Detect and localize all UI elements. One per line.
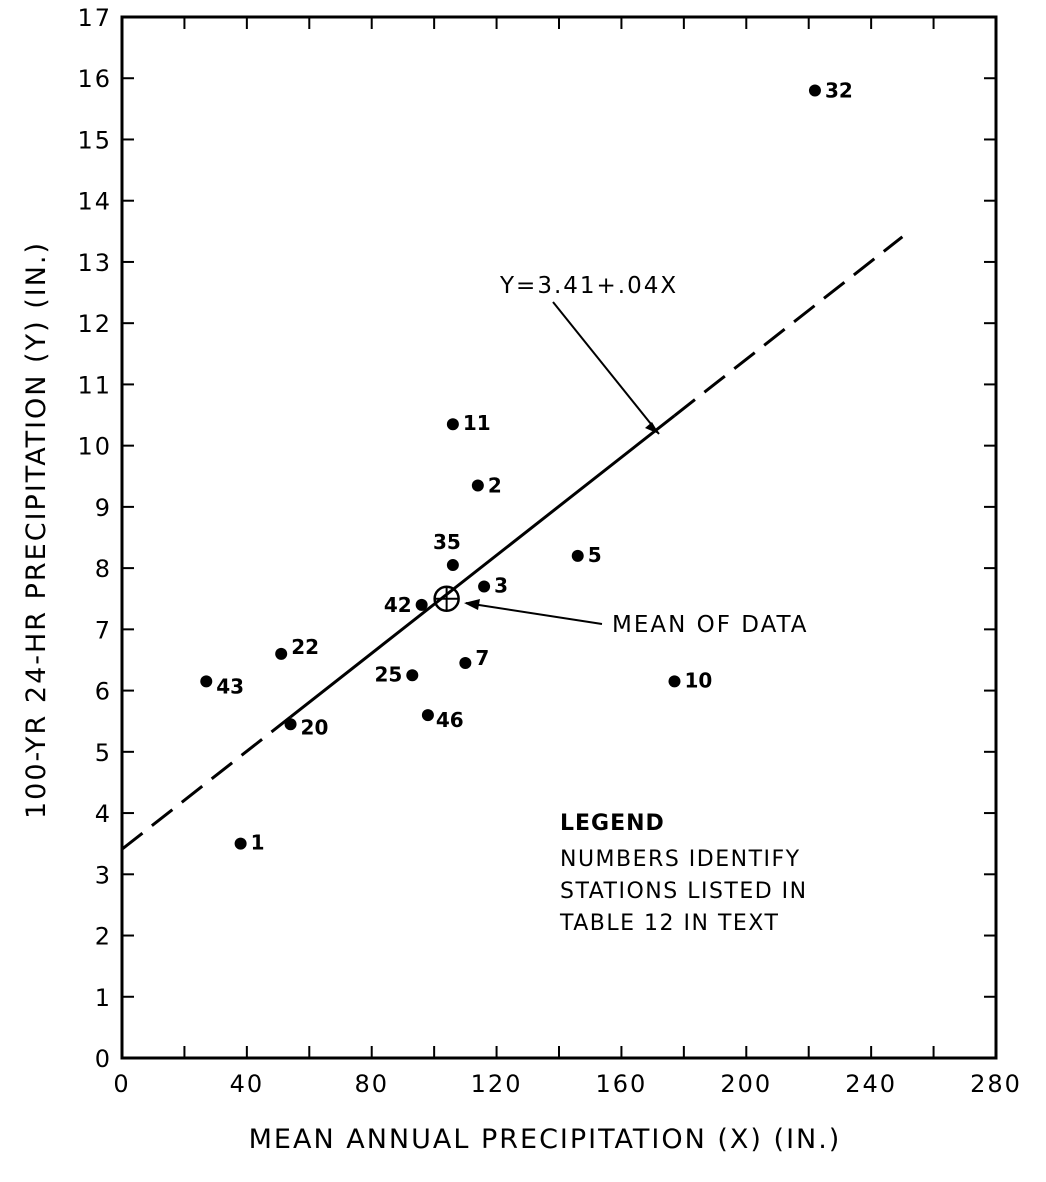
x-tick-label: 200 [720,1070,772,1098]
data-point-label: 46 [436,708,464,732]
mean-arrow [465,602,603,625]
mean-of-data-marker [433,585,460,612]
x-tick-label: 0 [113,1070,130,1098]
y-tick-label: 5 [95,739,112,767]
legend: LEGEND NUMBERS IDENTIFY STATIONS LISTED … [559,811,808,936]
data-point [284,718,297,731]
y-tick-label: 12 [77,310,112,338]
y-tick-label: 14 [77,188,112,216]
data-point-label: 22 [291,635,319,659]
data-point [668,675,681,688]
data-point [421,709,434,722]
data-point-label: 42 [384,593,412,617]
mean-of-data-label: MEAN OF DATA [612,612,809,638]
equation-arrowhead [645,422,659,434]
y-tick-label: 15 [77,126,112,154]
legend-title: LEGEND [560,811,665,836]
data-point-label: 1 [251,831,265,855]
y-tick-label: 9 [95,494,112,522]
y-tick-label: 1 [95,984,112,1012]
regression-solid [289,414,676,719]
data-point-label: 10 [684,668,712,692]
axis-tick-labels: 0 40 80 120 160 200 240 28001234567891011121314… [77,4,1022,1098]
x-tick-label: 160 [596,1070,648,1098]
regression-equation: Y=3.41+.04X [499,273,678,299]
data-point [808,84,821,97]
data-point [234,837,247,850]
data-point [571,549,584,562]
y-tick-label: 16 [77,65,112,93]
data-point [415,598,428,611]
legend-line-3: TABLE 12 IN TEXT [559,911,779,936]
data-point [459,657,472,670]
data-point-label: 5 [588,543,602,567]
x-axis-title: MEAN ANNUAL PRECIPITATION (X) (IN.) [249,1124,842,1155]
equation-arrow [552,301,660,435]
data-point [446,559,459,572]
legend-line-1: NUMBERS IDENTIFY [560,847,801,872]
data-point-label: 11 [463,411,491,435]
data-point-label: 43 [216,674,244,698]
y-tick-label: 13 [77,249,112,277]
x-tick-label: 120 [471,1070,523,1098]
data-point [275,647,288,660]
data-point-label: 2 [488,473,502,497]
y-tick-label: 11 [77,371,112,399]
data-point [478,580,491,593]
data-point [446,418,459,431]
axis-ticks [121,16,997,1059]
plot-frame [120,15,998,1060]
data-point-label: 3 [494,573,508,597]
regression-dashed [673,235,904,417]
x-tick-label: 80 [354,1070,389,1098]
data-point-label: 7 [475,646,489,670]
legend-line-2: STATIONS LISTED IN [560,879,808,904]
y-tick-label: 4 [95,800,112,828]
data-point-label: 32 [825,78,853,102]
y-tick-label: 0 [95,1045,112,1073]
x-tick-label: 280 [970,1070,1022,1098]
y-tick-label: 17 [77,4,112,32]
data-point-label: 20 [301,715,329,739]
y-tick-label: 8 [95,555,112,583]
y-tick-label: 7 [95,616,112,644]
mean-arrowhead [464,599,480,610]
data-point [471,479,484,492]
y-tick-label: 2 [95,923,112,951]
regression-dashed [121,715,292,851]
y-tick-label: 6 [95,678,112,706]
data-point [200,675,213,688]
y-tick-label: 10 [77,433,112,461]
y-tick-label: 3 [95,861,112,889]
data-point [406,669,419,682]
regression-line [121,235,904,851]
data-point-label: 35 [433,530,461,554]
data-point-label: 25 [374,662,402,686]
x-tick-label: 40 [230,1070,265,1098]
y-axis-title: 100-YR 24-HR PRECIPITATION (Y) (IN.) [21,241,52,819]
x-tick-label: 240 [845,1070,897,1098]
